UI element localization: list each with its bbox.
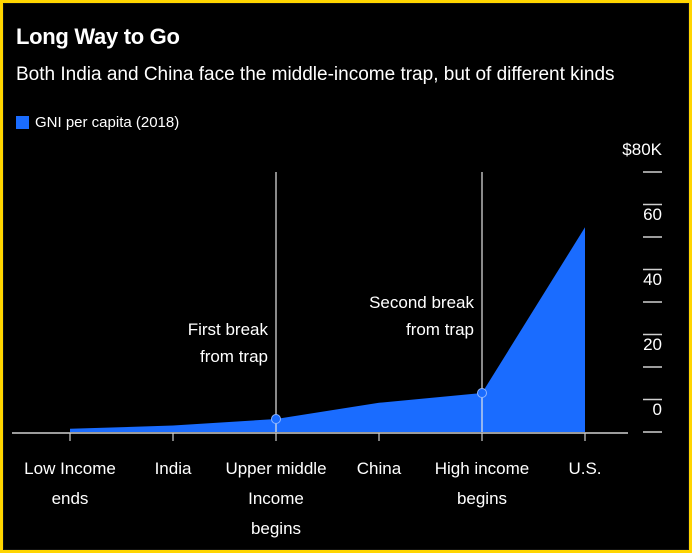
legend-swatch — [16, 116, 29, 129]
x-tick-label: U.S. — [568, 459, 601, 478]
annotation-label: Second break — [369, 293, 474, 312]
x-tick-label: ends — [52, 489, 89, 508]
series-area — [70, 227, 585, 432]
x-tick-label: begins — [251, 519, 301, 538]
legend: GNI per capita (2018) — [16, 114, 179, 131]
chart-title: Long Way to Go — [16, 24, 180, 49]
annotation-label: from trap — [200, 347, 268, 366]
x-tick-label: Upper middle — [225, 459, 326, 478]
y-tick-label: 40 — [643, 270, 662, 289]
y-tick-label: 60 — [643, 205, 662, 224]
annotation-label: First break — [188, 320, 269, 339]
x-tick-label: China — [357, 459, 402, 478]
y-tick-label: 0 — [653, 400, 662, 419]
annotation-marker — [477, 388, 487, 398]
x-tick-label: Income — [248, 489, 304, 508]
x-tick-label: Low Income — [24, 459, 116, 478]
annotation-marker — [271, 414, 281, 424]
annotation-label: from trap — [406, 320, 474, 339]
x-tick-label: begins — [457, 489, 507, 508]
chart-subtitle: Both India and China face the middle-inc… — [16, 64, 615, 85]
x-tick-label: India — [155, 459, 192, 478]
legend-label: GNI per capita (2018) — [35, 114, 180, 131]
x-tick-label: High income — [435, 459, 530, 478]
y-tick-label: $80K — [622, 140, 662, 159]
y-tick-label: 20 — [643, 335, 662, 354]
